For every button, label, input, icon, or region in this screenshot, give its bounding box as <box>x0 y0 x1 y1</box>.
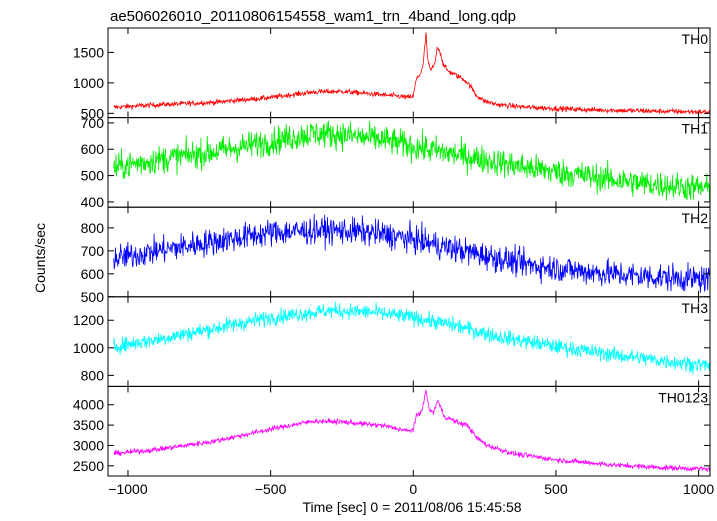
panel-label-th3: TH3 <box>682 300 709 316</box>
y-tick-label: 600 <box>81 266 105 282</box>
chart-title: ae506026010_20110806154558_wam1_trn_4ban… <box>110 8 516 25</box>
panel-label-th0: TH0 <box>682 31 709 47</box>
series-line-th1 <box>113 120 711 202</box>
series-line-th3 <box>113 301 711 375</box>
y-tick-label: 1000 <box>73 340 104 356</box>
y-tick-label: 700 <box>81 243 105 259</box>
series-line-th0123 <box>113 389 711 472</box>
y-tick-label: 800 <box>81 220 105 236</box>
x-tick-label: 0 <box>409 481 417 497</box>
series-line-th0 <box>113 32 711 116</box>
x-axis-label: Time [sec] 0 = 2011/08/06 15:45:58 <box>302 499 521 515</box>
panel-frame-th0123 <box>107 385 711 477</box>
x-tick-label: −1000 <box>108 481 148 497</box>
y-tick-label: 600 <box>81 141 105 157</box>
panels-group: 500 1000 1500 TH0 400 500 600 700 TH1 500 600 700 80… <box>73 27 714 497</box>
x-tick-label: 1000 <box>683 481 714 497</box>
x-tick-label: −500 <box>255 481 287 497</box>
panel-frame-th1 <box>107 117 711 208</box>
y-tick-label: 500 <box>81 289 105 305</box>
y-tick-label: 3000 <box>73 437 104 453</box>
y-tick-label: 500 <box>81 168 105 184</box>
y-tick-label: 1000 <box>73 75 104 91</box>
panel-label-th1: TH1 <box>682 121 709 137</box>
y-tick-label: 3500 <box>73 417 104 433</box>
y-tick-label: 700 <box>81 115 105 131</box>
y-tick-label: 1200 <box>73 312 104 328</box>
y-tick-label: 2500 <box>73 458 104 474</box>
panel-label-th0123: TH0123 <box>658 389 708 405</box>
series-line-th2 <box>113 213 711 293</box>
x-tick-label: 500 <box>544 481 568 497</box>
y-tick-label: 4000 <box>73 397 104 413</box>
y-tick-label: 500 <box>81 105 105 121</box>
y-tick-label: 400 <box>81 194 105 210</box>
y-tick-label: 1500 <box>73 44 104 60</box>
y-tick-label: 800 <box>81 367 105 383</box>
y-axis-label: Counts/sec <box>32 223 48 293</box>
panel-label-th2: TH2 <box>682 210 709 226</box>
